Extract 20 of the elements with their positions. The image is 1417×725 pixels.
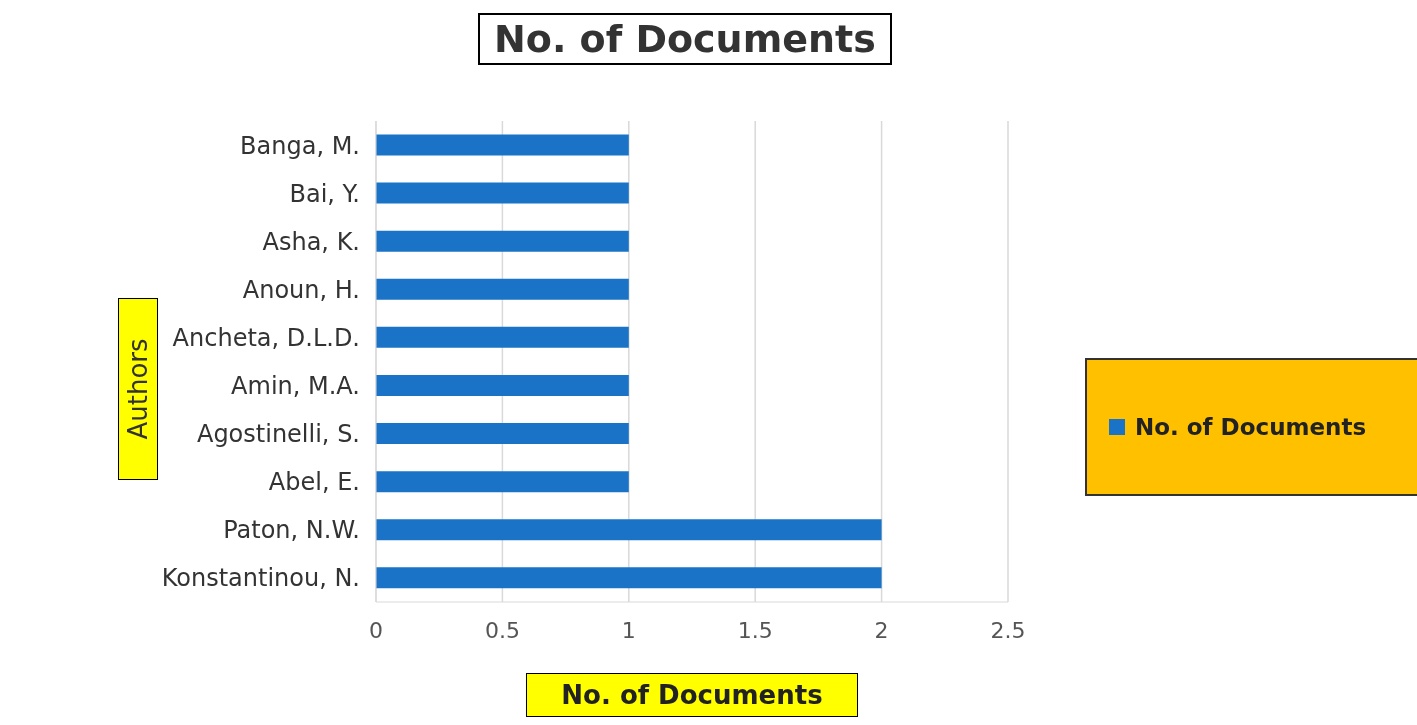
y-tick-label: Amin, M.A. [231,372,360,401]
x-tick-label: 2 [874,617,889,643]
y-tick-label: Asha, K. [262,227,360,256]
y-tick-label: Konstantinou, N. [161,564,360,593]
x-tick-label: 0.5 [484,617,520,643]
chart-title: No. of Documents [478,13,892,65]
y-axis-title: Authors [123,338,153,440]
y-tick-label: Agostinelli, S. [196,420,360,449]
legend-label: No. of Documents [1134,414,1368,440]
x-tick-label: 2.5 [990,617,1026,643]
y-tick-label: Bai, Y. [289,179,360,208]
x-axis-title: No. of Documents [526,673,858,717]
y-tick-label: Paton, N.W. [223,516,360,545]
x-tick-label: 1.5 [737,617,773,643]
y-tick-label: Abel, E. [268,468,360,497]
x-tick-label: 1 [621,617,636,643]
y-tick-label: Ancheta, D.L.D. [172,323,360,352]
y-tick-label: Anoun, H. [242,275,360,304]
y-tick-label: Banga, M. [240,131,360,160]
x-tick-label: 0 [369,617,383,643]
